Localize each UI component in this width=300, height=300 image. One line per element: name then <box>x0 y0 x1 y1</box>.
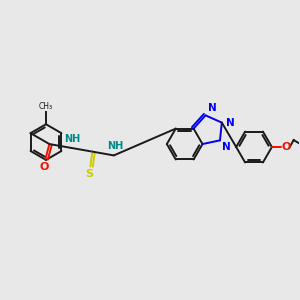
Text: S: S <box>85 169 93 179</box>
Text: NH: NH <box>64 134 80 144</box>
Text: N: N <box>226 118 235 128</box>
Text: N: N <box>208 103 216 113</box>
Text: CH₃: CH₃ <box>39 102 53 111</box>
Text: O: O <box>282 142 291 152</box>
Text: O: O <box>40 162 49 172</box>
Text: N: N <box>222 142 231 152</box>
Text: NH: NH <box>107 141 123 152</box>
